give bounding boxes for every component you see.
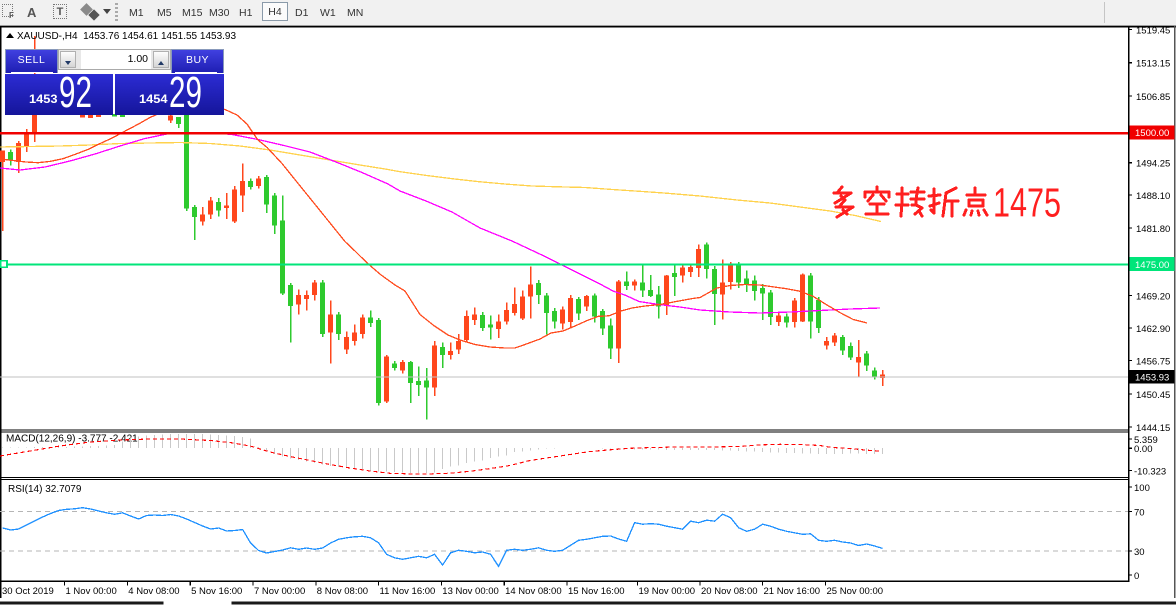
svg-text:1475.00: 1475.00 [1135, 260, 1169, 271]
svg-text:MACD(12,26,9) -3.777 -2.421: MACD(12,26,9) -3.777 -2.421 [6, 434, 138, 445]
svg-text:0.00: 0.00 [1134, 444, 1153, 455]
svg-text:8 Nov 08:00: 8 Nov 08:00 [317, 586, 368, 597]
svg-text:1450.45: 1450.45 [1136, 390, 1170, 401]
svg-text:14 Nov 08:00: 14 Nov 08:00 [505, 586, 562, 597]
svg-text:7 Nov 00:00: 7 Nov 00:00 [254, 586, 305, 597]
svg-text:1500.00: 1500.00 [1135, 128, 1169, 139]
svg-text:1453.93: 1453.93 [1135, 372, 1169, 383]
svg-text:1462.90: 1462.90 [1136, 324, 1170, 335]
svg-text:1475: 1475 [993, 180, 1061, 226]
svg-text:4 Nov 08:00: 4 Nov 08:00 [128, 586, 179, 597]
svg-text:15 Nov 16:00: 15 Nov 16:00 [568, 586, 625, 597]
svg-text:25 Nov 00:00: 25 Nov 00:00 [827, 586, 884, 597]
svg-text:0: 0 [1134, 571, 1139, 582]
svg-text:1 Nov 00:00: 1 Nov 00:00 [66, 586, 117, 597]
svg-text:-10.323: -10.323 [1134, 466, 1166, 477]
svg-text:5 Nov 16:00: 5 Nov 16:00 [191, 586, 242, 597]
svg-text:5.359: 5.359 [1134, 435, 1158, 446]
svg-text:20 Nov 08:00: 20 Nov 08:00 [701, 586, 758, 597]
svg-text:1519.45: 1519.45 [1136, 26, 1170, 37]
svg-text:13 Nov 00:00: 13 Nov 00:00 [442, 586, 499, 597]
svg-text:100: 100 [1134, 483, 1150, 494]
svg-text:30 Oct 2019: 30 Oct 2019 [2, 586, 54, 597]
svg-text:1481.80: 1481.80 [1136, 224, 1170, 235]
svg-text:1444.15: 1444.15 [1136, 423, 1170, 434]
svg-text:RSI(14) 32.7079: RSI(14) 32.7079 [8, 484, 82, 495]
svg-text:11 Nov 16:00: 11 Nov 16:00 [380, 586, 436, 597]
svg-text:21 Nov 16:00: 21 Nov 16:00 [764, 586, 821, 597]
svg-text:1488.10: 1488.10 [1136, 191, 1170, 202]
svg-text:19 Nov 00:00: 19 Nov 00:00 [639, 586, 696, 597]
svg-text:30: 30 [1134, 547, 1145, 558]
svg-text:1494.25: 1494.25 [1136, 159, 1170, 170]
svg-text:1506.85: 1506.85 [1136, 92, 1170, 103]
svg-text:1469.20: 1469.20 [1136, 292, 1170, 303]
svg-text:70: 70 [1134, 507, 1145, 518]
svg-text:1513.15: 1513.15 [1136, 59, 1170, 70]
svg-text:1456.75: 1456.75 [1136, 357, 1170, 368]
